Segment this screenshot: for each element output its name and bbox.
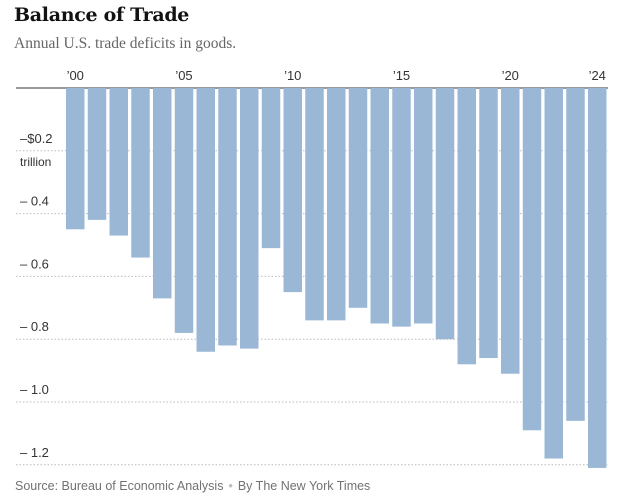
chart-source: Source: Bureau of Economic Analysis • By T… <box>15 479 370 493</box>
bar-2009 <box>261 88 281 249</box>
y-tick-label: – 1.2 <box>20 445 49 460</box>
x-tick-label: ’10 <box>284 68 301 83</box>
bars-layer <box>66 88 607 468</box>
y-tick-label: – 0.8 <box>20 319 49 334</box>
bar-2004 <box>153 88 172 299</box>
chart-title: Balance of Trade <box>14 4 190 26</box>
x-tick-label: ’24 <box>589 68 606 83</box>
credit-text: By The New York Times <box>237 479 371 493</box>
x-tick-label: ’15 <box>393 68 410 83</box>
bar-2011 <box>305 88 324 321</box>
bar-2021 <box>522 88 542 431</box>
bar-2005 <box>174 88 194 333</box>
bar-2008 <box>240 88 259 349</box>
y-tick-label: – 0.4 <box>20 194 49 209</box>
x-tick-label: ’00 <box>67 68 84 83</box>
chart-subtitle: Annual U.S. trade deficits in goods. <box>14 35 237 52</box>
x-tick-label: ’20 <box>502 68 519 83</box>
bar-2018 <box>457 88 476 365</box>
bar-2003 <box>131 88 150 258</box>
bar-2023 <box>566 88 585 421</box>
bar-2002 <box>109 88 128 236</box>
bar-2020 <box>501 88 520 374</box>
bar-2010 <box>283 88 302 293</box>
source-text: Source: Bureau of Economic Analysis <box>15 479 224 493</box>
bar-2014 <box>370 88 389 324</box>
y-unit-label: trillion <box>20 155 51 169</box>
bar-2012 <box>327 88 346 321</box>
bar-2007 <box>218 88 237 346</box>
bar-2019 <box>479 88 498 359</box>
x-tick-label: ’05 <box>175 68 192 83</box>
bar-2001 <box>87 88 107 220</box>
bar-2006 <box>196 88 215 352</box>
labels-layer: –$0.2 trillion – 0.4 – 0.6 – 0.8 – 1.0 – 1.2 ’0… <box>20 68 606 460</box>
bar-2024 <box>588 88 607 468</box>
separator-dot: • <box>228 479 233 493</box>
y-tick-label: – 0.6 <box>20 256 49 271</box>
bar-2022 <box>544 88 563 459</box>
bar-2016 <box>414 88 433 324</box>
bar-2015 <box>392 88 411 327</box>
bar-2017 <box>435 88 455 340</box>
y-tick-label: – 1.0 <box>20 382 49 397</box>
bar-2013 <box>348 88 368 308</box>
bar-2000 <box>66 88 85 230</box>
y-tick-label: –$0.2 <box>20 131 53 146</box>
